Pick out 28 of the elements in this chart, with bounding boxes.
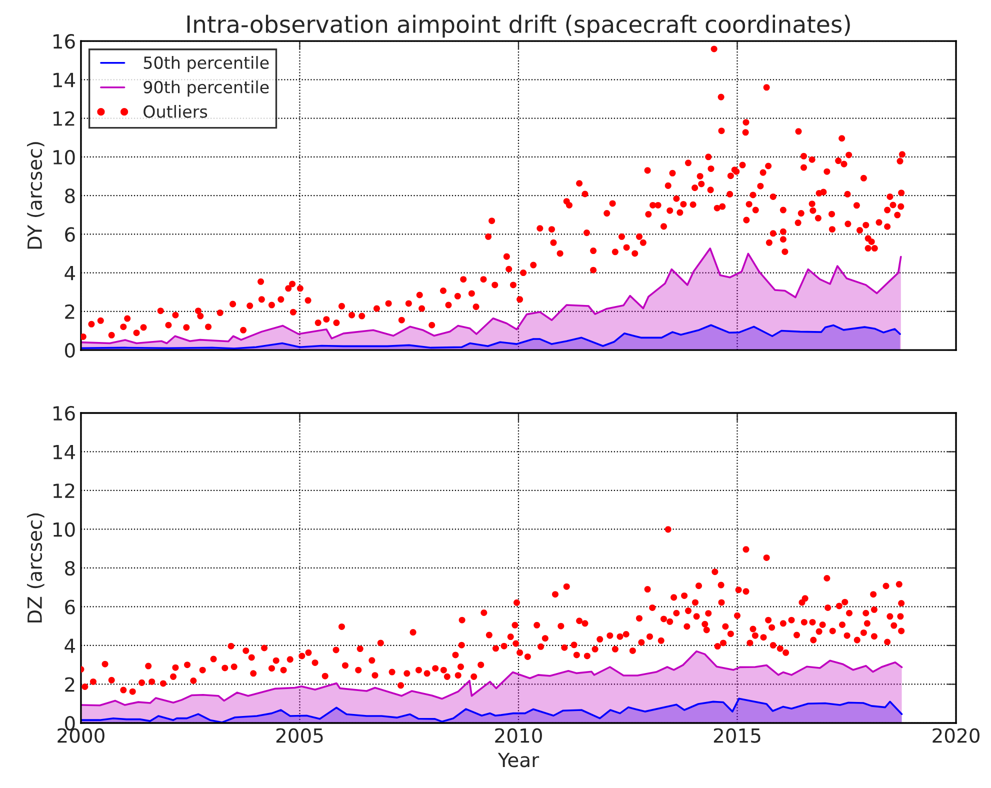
y-tick-label: 14 xyxy=(53,72,76,88)
y-tick-label: 2 xyxy=(65,304,74,319)
legend-label: 90th percentile xyxy=(144,80,269,97)
y-tick-label: 8 xyxy=(65,560,75,576)
x-tick-label: 2015 xyxy=(714,728,760,743)
legend-label: 50th percentile xyxy=(144,56,269,72)
y-tick-label: 4 xyxy=(64,638,76,653)
y-axis-title: DY (arcsec) xyxy=(27,142,44,249)
y-tick-label: 12 xyxy=(53,483,74,498)
y-tick-label: 10 xyxy=(53,150,75,165)
y-tick-label: 14 xyxy=(53,444,76,460)
chart-title: Intra-observation aimpoint drift (spacecraft coordinates) xyxy=(187,14,850,38)
y-tick-label: 16 xyxy=(53,34,75,49)
x-tick-label: 2020 xyxy=(932,728,980,743)
y-axis-title: DZ (arcsec) xyxy=(27,513,44,622)
y-tick-label: 8 xyxy=(65,188,75,204)
y-tick-label: 16 xyxy=(53,406,75,421)
x-axis-title: Year xyxy=(498,752,540,768)
x-tick-label: 2005 xyxy=(276,728,323,743)
x-tick-label: 2010 xyxy=(495,728,542,743)
y-tick-label: 12 xyxy=(53,111,74,126)
y-tick-label: 2 xyxy=(65,677,74,692)
y-tick-label: 6 xyxy=(65,227,75,242)
y-tick-label: 10 xyxy=(53,522,75,537)
legend-label: Outliers xyxy=(144,104,208,118)
y-tick-label: 0 xyxy=(65,342,75,358)
y-tick-label: 6 xyxy=(65,600,75,614)
y-tick-label: 4 xyxy=(64,266,76,280)
